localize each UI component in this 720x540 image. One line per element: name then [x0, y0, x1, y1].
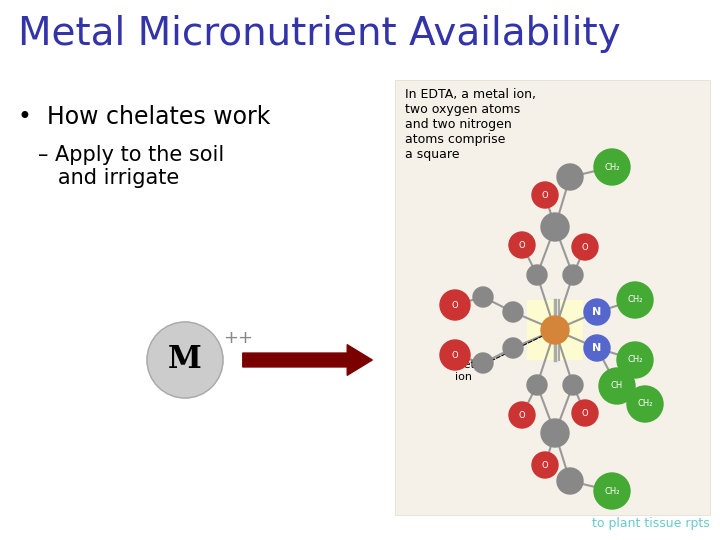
Circle shape — [627, 386, 663, 422]
Text: Metal Micronutrient Availability: Metal Micronutrient Availability — [18, 15, 621, 53]
Text: ++: ++ — [223, 329, 253, 347]
Text: Metal
ion: Metal ion — [455, 331, 552, 382]
Circle shape — [541, 419, 569, 447]
Text: CH₂: CH₂ — [627, 295, 643, 305]
Circle shape — [541, 316, 569, 344]
Text: In EDTA, a metal ion,
two oxygen atoms
and two nitrogen
atoms comprise
a square: In EDTA, a metal ion, two oxygen atoms a… — [405, 88, 536, 161]
Text: – Apply to the soil: – Apply to the soil — [38, 145, 224, 165]
Text: N: N — [593, 307, 602, 317]
Polygon shape — [527, 300, 583, 360]
Text: CH: CH — [611, 381, 623, 390]
Circle shape — [599, 368, 635, 404]
Text: O: O — [518, 240, 526, 249]
Circle shape — [557, 164, 583, 190]
Text: CH₂: CH₂ — [604, 487, 620, 496]
Text: •  How chelates work: • How chelates work — [18, 105, 271, 129]
Circle shape — [527, 375, 547, 395]
Circle shape — [532, 452, 558, 478]
Circle shape — [584, 299, 610, 325]
Circle shape — [557, 468, 583, 494]
Text: O: O — [518, 410, 526, 420]
Circle shape — [509, 402, 535, 428]
Circle shape — [527, 265, 547, 285]
Circle shape — [563, 375, 583, 395]
Circle shape — [572, 234, 598, 260]
Text: O: O — [451, 300, 459, 309]
Circle shape — [572, 400, 598, 426]
Circle shape — [473, 353, 493, 373]
Circle shape — [503, 302, 523, 322]
Text: O: O — [451, 350, 459, 360]
Text: to plant tissue rpts: to plant tissue rpts — [593, 517, 710, 530]
Circle shape — [473, 287, 493, 307]
Circle shape — [617, 342, 653, 378]
Text: O: O — [582, 408, 588, 417]
Circle shape — [440, 290, 470, 320]
Text: CH₂: CH₂ — [604, 163, 620, 172]
FancyArrowPatch shape — [243, 345, 372, 375]
Text: CH₂: CH₂ — [627, 355, 643, 364]
Text: and irrigate: and irrigate — [38, 168, 179, 188]
Circle shape — [147, 322, 223, 398]
Text: O: O — [582, 242, 588, 252]
Circle shape — [541, 213, 569, 241]
Text: N: N — [593, 343, 602, 353]
Text: CH₂: CH₂ — [637, 400, 653, 408]
Circle shape — [509, 232, 535, 258]
Circle shape — [563, 265, 583, 285]
Circle shape — [503, 338, 523, 358]
Text: O: O — [541, 461, 549, 469]
Circle shape — [594, 473, 630, 509]
Text: M: M — [168, 345, 202, 375]
Text: O: O — [541, 191, 549, 199]
Circle shape — [594, 149, 630, 185]
Circle shape — [617, 282, 653, 318]
Circle shape — [440, 340, 470, 370]
Circle shape — [532, 182, 558, 208]
Circle shape — [584, 335, 610, 361]
FancyBboxPatch shape — [395, 80, 710, 515]
